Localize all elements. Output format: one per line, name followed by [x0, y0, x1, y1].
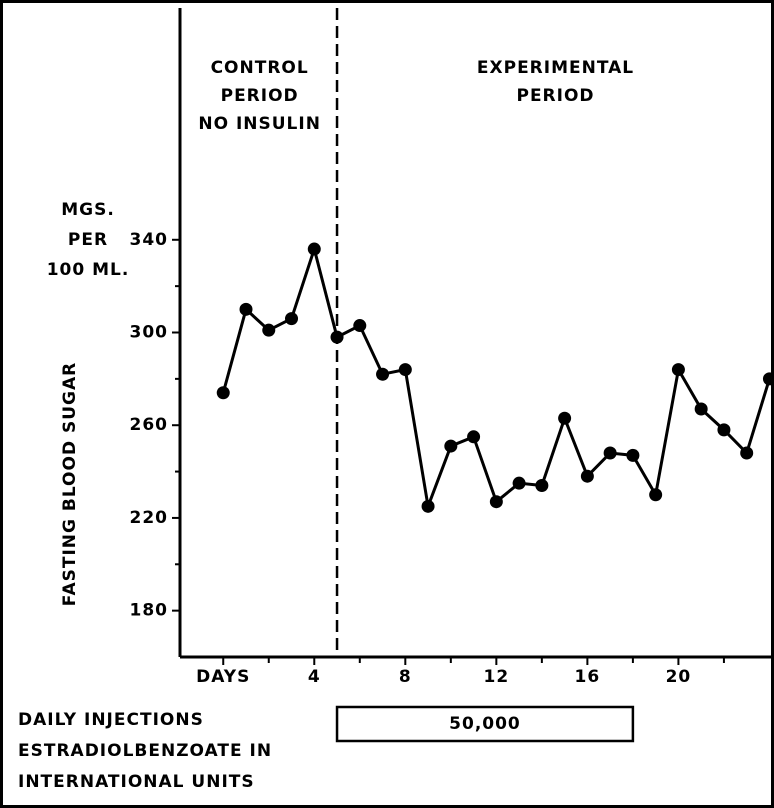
injection-text: DAILY INJECTIONS — [18, 710, 204, 730]
y-tick-label: 260 — [130, 415, 169, 435]
x-tick-label: 8 — [399, 667, 412, 687]
point — [762, 372, 774, 386]
x-tick-label: DAYS — [196, 667, 250, 687]
annotation: PERIOD — [516, 86, 594, 106]
annotation: NO INSULIN — [198, 114, 321, 134]
point — [580, 469, 594, 483]
point — [489, 495, 503, 509]
y-tick-label: 340 — [130, 230, 169, 250]
y-unit: MGS. — [61, 200, 115, 220]
point — [421, 499, 435, 513]
point — [285, 312, 299, 326]
annotation: EXPERIMENTAL — [477, 58, 634, 78]
y-tick-label: 220 — [130, 508, 169, 528]
point — [558, 411, 572, 425]
point — [376, 367, 390, 381]
y-axis-label: FASTING BLOOD SUGAR — [60, 362, 80, 606]
point — [717, 423, 731, 437]
x-tick-label: 4 — [308, 667, 321, 687]
point — [603, 446, 617, 460]
point — [353, 319, 367, 333]
x-tick-label: 16 — [575, 667, 601, 687]
y-unit: PER — [68, 230, 108, 250]
injection-box — [335, 705, 635, 743]
point — [694, 402, 708, 416]
point — [512, 476, 526, 490]
injection-label: 50,000 — [449, 714, 521, 734]
annotation: CONTROL — [211, 58, 309, 78]
point — [239, 302, 253, 316]
point — [467, 430, 481, 444]
point — [216, 386, 230, 400]
point — [626, 448, 640, 462]
y-unit: 100 ML. — [47, 260, 130, 280]
injection-text: INTERNATIONAL UNITS — [18, 772, 255, 792]
point — [307, 242, 321, 256]
x-tick-label: 20 — [666, 667, 692, 687]
y-tick-label: 180 — [130, 601, 169, 621]
point — [671, 363, 685, 377]
point — [444, 439, 458, 453]
point — [649, 488, 663, 502]
point — [740, 446, 754, 460]
point — [398, 363, 412, 377]
annotation: PERIOD — [221, 86, 299, 106]
point — [262, 323, 276, 337]
point — [330, 330, 344, 344]
y-tick-label: 300 — [130, 323, 169, 343]
injection-text: ESTRADIOLBENZOATE IN — [18, 741, 272, 761]
point — [535, 478, 549, 492]
x-tick-label: 12 — [484, 667, 510, 687]
line — [221, 243, 771, 513]
